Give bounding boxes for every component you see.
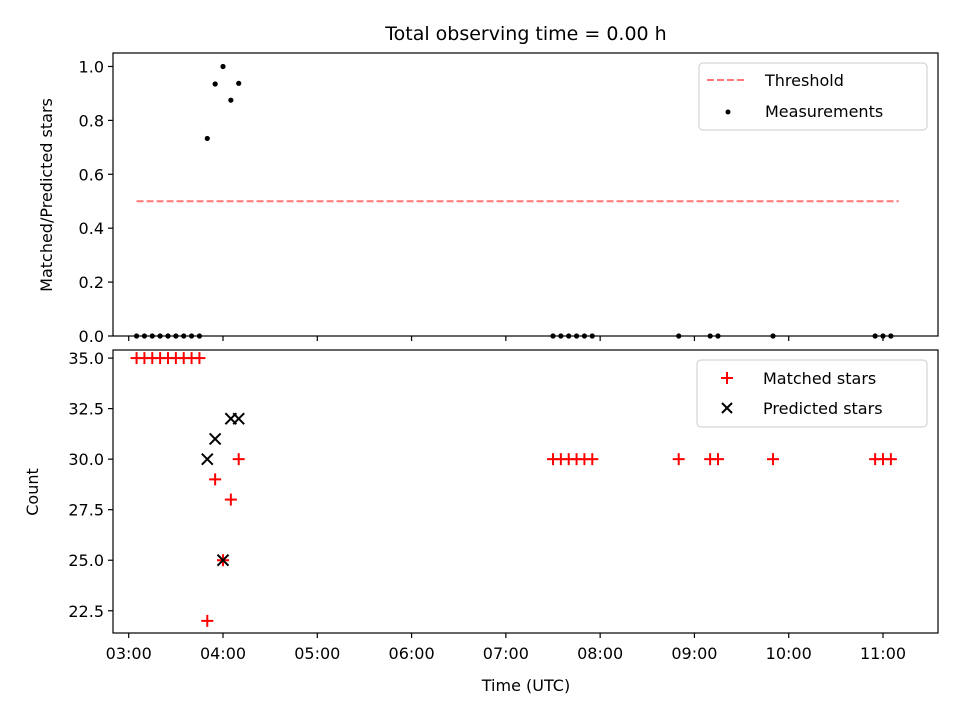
matched-stars-point [767,453,779,466]
measurements-point [220,63,226,70]
bottom-panel-frame [112,349,939,634]
top-legend: Threshold Measurements [698,62,928,131]
legend-predicted-swatch [721,402,733,414]
measurements-point [212,81,218,87]
x-axis-label: Time (UTC) [481,676,570,695]
legend-predicted-label: Predicted stars [763,399,883,418]
bottom-panel-y-ticks: 22.5 25.0 27.5 30.0 32.5 35.0 [68,349,113,621]
top-panel-y-ticks: 0.0 0.2 0.4 0.6 0.8 1.0 [79,57,113,346]
top-legend-frame [698,62,928,131]
legend-measurements-swatch [725,109,731,115]
x-tick-label: 09:00 [671,644,717,663]
measurements-point [228,97,234,103]
y-tick-label: 0.8 [79,111,104,130]
top-panel-x-ticks [128,336,884,341]
x-tick-label: 05:00 [294,644,340,663]
matched-stars-point [201,614,214,627]
matched-stars-point [884,453,897,466]
bottom-legend-frame [696,359,928,428]
predicted-stars-point [216,554,230,567]
y-tick-label: 30.0 [68,450,104,469]
y-tick-label: 0.2 [79,273,104,292]
y-tick-label: 35.0 [68,349,104,368]
x-tick-label: 03:00 [106,644,152,663]
y-tick-label: 27.5 [68,501,104,520]
y-tick-label: 25.0 [68,551,104,570]
y-tick-label: 32.5 [68,400,104,419]
bottom-panel-x-ticks: 03:00 04:00 05:00 06:00 07:00 08:00 09:00 10:00… [106,633,906,663]
legend-matched-label: Matched stars [763,369,876,388]
y-tick-label: 0.4 [79,219,104,238]
matched-stars-point [209,473,222,486]
legend-matched-swatch [721,372,733,384]
predicted-stars-point [232,412,245,425]
measurements-point [204,135,210,142]
predicted-stars-point [201,452,214,466]
x-tick-label: 04:00 [200,644,246,663]
matched-stars-point [672,453,685,466]
top-y-axis-label: Matched/Predicted stars [37,98,56,292]
y-tick-label: 0.6 [79,165,104,184]
measurements-point [236,80,242,86]
top-panel-frame [112,52,939,337]
top-panel: 0.0 0.2 0.4 0.6 0.8 1.0 Matched/Predicted sta… [37,52,939,346]
bottom-panel: 22.5 25.0 27.5 30.0 32.5 35.0 03:00 04:00 05:00… [23,349,939,695]
x-tick-label: 10:00 [766,644,812,663]
bottom-panel-marks [130,352,897,627]
legend-threshold-label: Threshold [764,71,844,90]
matched-stars-point [586,453,599,466]
x-tick-label: 11:00 [860,644,906,663]
x-tick-label: 06:00 [389,644,435,663]
bottom-legend: Matched stars Predicted stars [696,359,928,428]
matched-stars-point [224,493,237,506]
bottom-y-axis-label: Count [23,468,42,516]
matched-stars-point [712,453,724,466]
y-tick-label: 0.0 [79,327,104,346]
legend-measurements-label: Measurements [765,102,883,121]
x-tick-label: 07:00 [483,644,529,663]
x-tick-label: 08:00 [577,644,623,663]
matched-stars-point [232,453,245,466]
chart-title: Total observing time = 0.00 h [384,23,666,45]
matched-stars-point [193,352,206,365]
y-tick-label: 1.0 [79,57,104,76]
predicted-stars-point [208,432,222,446]
y-tick-label: 22.5 [68,602,104,621]
